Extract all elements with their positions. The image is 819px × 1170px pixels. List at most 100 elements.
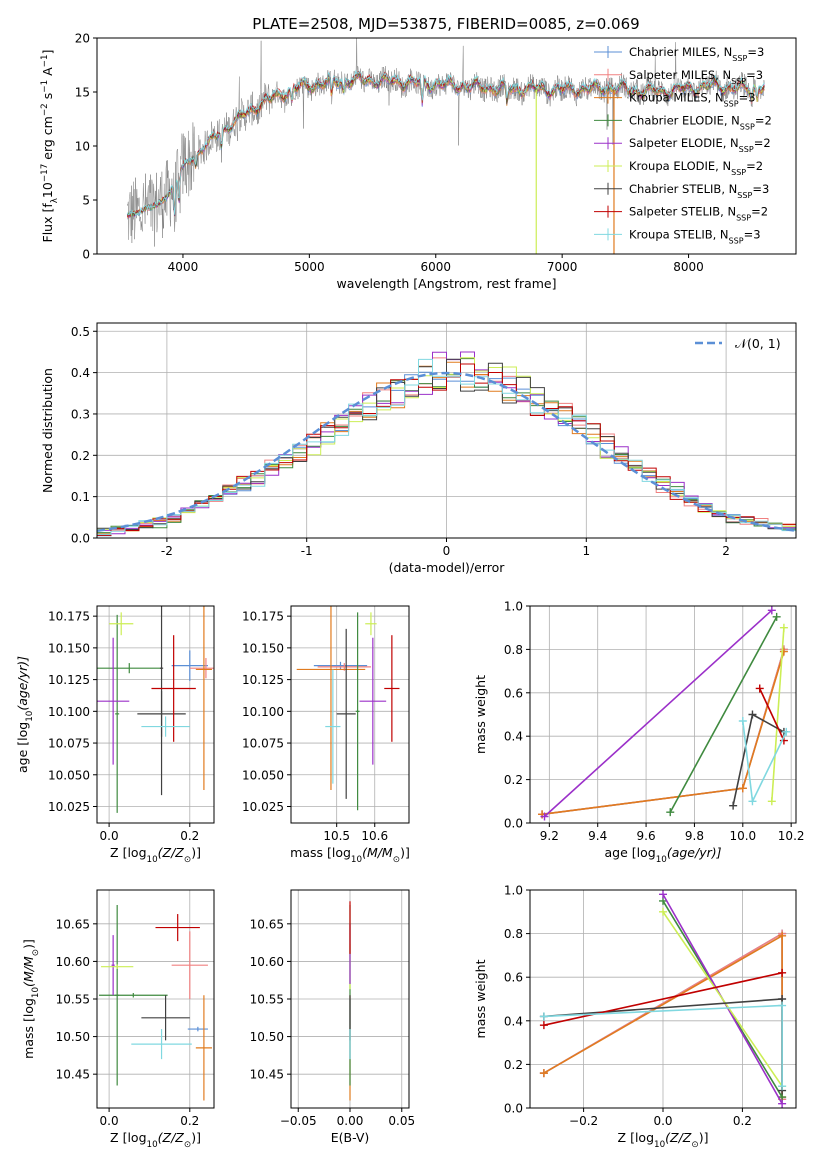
y-axis-label: mass weight [473,675,488,754]
y-axis-label-part: ⊙ [31,949,41,956]
y-tick-label: 0.6 [504,971,523,985]
weight-line [662,911,783,1087]
legend-label-salpeter-elodie-part: SSP [739,145,754,154]
x-axis-label: mass [log10(M/M⊙)] [290,845,410,865]
histogram-kroupa-stelib [97,358,796,538]
y-tick-label: 10.60 [250,955,284,969]
y-tick-label: 15 [75,86,90,100]
x-tick-label: 10.5 [323,829,350,843]
x-axis-label-part: 10 [656,855,667,865]
y-tick-label: 10.45 [56,1068,90,1082]
y-tick-label: 10.050 [242,768,284,782]
legend-label-salpeter-elodie-part: Salpeter ELODIE, N [629,136,739,150]
weight-marker [778,1099,787,1108]
x-tick-label: -1 [301,544,313,558]
y-tick-label: 0.0 [71,532,90,546]
errorbar-kroupa-stelib [325,669,341,784]
y-tick-label: 10.150 [242,641,284,655]
plot-area-spectrum [126,38,765,254]
weight-line [669,616,778,813]
x-axis-label: age [log10(age/yr)] [604,845,721,865]
legend-label-chabrier-elodie: Chabrier ELODIE, NSSP=2 [629,113,772,130]
y-tick-label: 0.4 [504,730,523,744]
legend-label-kroupa-miles-part: SSP [724,99,739,108]
weight-series-kroupa-stelib [738,717,791,806]
errorbar-kroupa-stelib [131,1029,192,1060]
y-axis-label: Flux [fλ10−17 erg cm−2 s−1 A−1] [40,50,60,243]
y-axis-label-part: −1 [40,54,50,67]
legend-label-chabrier-miles-part: SSP [732,54,747,63]
errorbar-salpeter-stelib [151,635,196,742]
panel-mass-weight-vs-Z: −0.2 0.0 0.2 0.0 0.2 0.4 0.6 0.8 1.0 Z [log10(Z/Z… [473,884,797,1150]
y-tick-label: 10.150 [48,641,90,655]
errorbar-chabrier-miles [171,650,208,681]
legend-label-kroupa-stelib: Kroupa STELIB, NSSP=3 [629,227,761,245]
weight-marker [738,717,747,726]
y-axis-label-part: λ [50,198,60,203]
legend-label-kroupa-stelib-part: SSP [729,236,744,245]
x-tick-label: 10.2 [778,829,805,843]
y-tick-label: 10.125 [242,673,284,687]
weight-marker [540,812,549,821]
errorbar-kroupa-miles [296,606,366,791]
x-tick-label: 0.2 [180,829,199,843]
y-tick-label: 10.125 [48,673,90,687]
model-spectrum-salpeter-stelib [126,70,765,218]
plot-area-residuals [97,351,796,538]
y-tick-label: 10.65 [56,917,90,931]
legend-label-salpeter-miles: Salpeter MILES, NSSP=3 [629,68,763,86]
legend-label-salpeter-stelib-part: SSP [736,213,751,222]
y-tick-label: 10.175 [242,610,284,624]
weight-marker [738,784,747,793]
x-tick-label: 10.0 [729,829,756,843]
model-spectrum-kroupa-stelib [126,69,765,216]
y-tick-label: 0.3 [71,407,90,421]
weight-series-kroupa-miles [538,647,788,819]
x-axis-label-part: )] [400,845,410,860]
weight-marker [778,931,787,940]
weight-series-salpeter-stelib [539,968,787,1030]
x-axis-label-part: )] [699,1130,709,1145]
x-axis-label-part: (age/yr)] [667,845,722,860]
legend-label-kroupa-elodie-part: =2 [746,159,763,173]
weight-marker [539,1021,548,1030]
y-axis-label-part: s [40,93,55,104]
legend-label-kroupa-elodie-part: Kroupa ELODIE, N [629,159,731,173]
observed-spectrum [127,38,765,247]
y-axis-label: mass [log10(M/M⊙)] [21,939,41,1059]
errorbar-chabrier-elodie [115,614,120,813]
y-tick-label: 10.45 [250,1068,284,1082]
y-tick-label: 0.8 [504,927,523,941]
x-axis-label: (data-model)/error [389,560,506,575]
x-axis-label-part: )] [191,1130,201,1145]
errorbar-chabrier-elodie [97,663,162,674]
x-tick-label: 5000 [294,260,325,274]
y-tick-label: 0.0 [504,817,523,831]
legend-label-salpeter-miles-part: =3 [746,68,763,82]
y-axis-label-part: −17 [40,164,50,182]
x-tick-label: 9.6 [637,829,656,843]
errorbar-salpeter-elodie [111,935,115,996]
legend-label-kroupa-miles-part: Kroupa MILES, N [629,91,724,105]
weight-marker [729,801,738,810]
x-axis-label-part: ⊙ [393,855,400,865]
errorbar-kroupa-elodie [101,964,134,969]
weight-line [543,972,783,1026]
plot-area-mass-vs-Z [99,905,212,1101]
x-tick-label: 0.0 [100,1114,119,1128]
y-tick-label: 0.6 [504,686,523,700]
weight-line [771,627,785,802]
y-tick-label: 0.5 [71,325,90,339]
y-tick-label: 0.0 [504,1102,523,1116]
y-tick-label: 10.60 [56,955,90,969]
y-axis-label-part: (age/yr)] [15,656,30,711]
legend-label-kroupa-stelib-part: =3 [744,227,761,241]
errorbar-chabrier-miles [313,661,368,670]
y-tick-label: 10.025 [242,800,284,814]
y-axis-label-part: ] [40,50,55,55]
errorbar-kroupa-miles [195,995,212,1101]
errorbar-salpeter-miles [189,658,214,679]
weight-line [543,609,773,818]
weight-marker [778,1082,787,1091]
